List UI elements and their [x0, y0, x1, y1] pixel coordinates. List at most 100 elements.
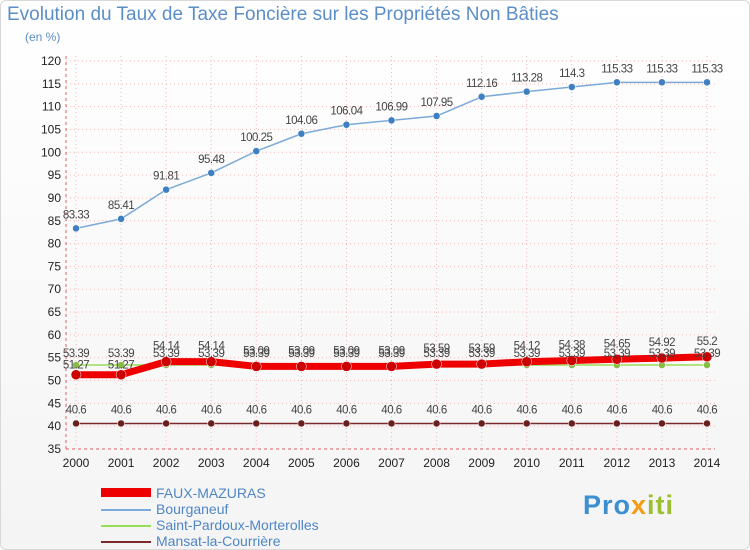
data-label-saint-pardoux-morterolles-2001: 53.39	[108, 348, 134, 360]
data-label-saint-pardoux-morterolles-2011: 53.39	[559, 348, 585, 360]
x-tick-label-2002: 2002	[153, 456, 180, 470]
data-point-bourganeuf-2006	[343, 121, 350, 128]
data-point-saint-pardoux-morterolles-2014	[704, 362, 711, 369]
data-point-bourganeuf-2002	[163, 186, 170, 193]
data-point-bourganeuf-2009	[478, 93, 485, 100]
y-tick-label-90: 90	[48, 191, 62, 205]
data-label-faux-mazuras-2014: 55.2	[697, 336, 717, 348]
x-tick-label-2009: 2009	[468, 456, 495, 470]
legend-label-mansat: Mansat-la-Courrière	[156, 533, 280, 549]
data-point-bourganeuf-2001	[118, 215, 125, 222]
x-tick-label-2006: 2006	[333, 456, 360, 470]
data-label-saint-pardoux-morterolles-2010: 53.39	[514, 348, 540, 360]
y-tick-label-40: 40	[48, 419, 62, 433]
data-label-mansat-la-courriere-2010: 40.6	[517, 404, 537, 416]
data-label-saint-pardoux-morterolles-2012: 53.39	[604, 348, 630, 360]
data-point-bourganeuf-2014	[704, 79, 711, 86]
data-label-bourganeuf-2003: 95.48	[198, 154, 224, 166]
y-tick-label-115: 115	[42, 77, 61, 91]
data-label-bourganeuf-2011: 114.3	[559, 68, 585, 80]
data-label-saint-pardoux-morterolles-2002: 53.39	[153, 348, 179, 360]
data-label-bourganeuf-2005: 104.06	[285, 115, 317, 127]
data-label-mansat-la-courriere-2006: 40.6	[336, 404, 356, 416]
data-point-faux-mazuras-2009	[477, 359, 487, 369]
data-label-faux-mazuras-2000: 51.27	[63, 360, 89, 372]
data-point-faux-mazuras-2008	[432, 359, 442, 369]
data-point-bourganeuf-2005	[298, 130, 305, 137]
data-label-faux-mazuras-2001: 51.27	[108, 360, 134, 372]
data-label-mansat-la-courriere-2003: 40.6	[201, 404, 221, 416]
y-tick-label-55: 55	[48, 351, 62, 365]
data-label-bourganeuf-2009: 112.16	[466, 78, 497, 90]
data-point-mansat-la-courriere-2000	[73, 420, 80, 427]
data-point-bourganeuf-2013	[658, 79, 665, 86]
data-label-saint-pardoux-morterolles-2000: 53.39	[63, 348, 89, 360]
chart-frame: Evolution du Taux de Taxe Foncière sur l…	[0, 0, 750, 550]
data-point-bourganeuf-2012	[613, 79, 620, 86]
data-label-bourganeuf-2002: 91.81	[153, 171, 179, 183]
x-tick-label-2007: 2007	[378, 456, 405, 470]
data-label-mansat-la-courriere-2009: 40.6	[471, 404, 491, 416]
data-point-faux-mazuras-2007	[387, 361, 397, 371]
data-label-mansat-la-courriere-2012: 40.6	[607, 404, 627, 416]
x-tick-label-2013: 2013	[649, 456, 676, 470]
y-tick-label-65: 65	[48, 305, 62, 319]
logo-part-2: x	[631, 490, 647, 520]
data-point-mansat-la-courriere-2003	[208, 420, 215, 427]
proxiti-logo: Proxiti	[583, 490, 674, 521]
data-point-bourganeuf-2004	[253, 148, 260, 155]
data-point-mansat-la-courriere-2004	[253, 420, 260, 427]
data-label-bourganeuf-2007: 106.99	[375, 101, 407, 113]
data-label-mansat-la-courriere-2011: 40.6	[562, 404, 582, 416]
gridlines	[66, 56, 715, 449]
y-tick-label-60: 60	[48, 328, 62, 342]
data-point-faux-mazuras-2005	[296, 361, 306, 371]
x-tick-label-2001: 2001	[108, 456, 135, 470]
y-tick-label-75: 75	[48, 259, 62, 273]
x-tick-label-2003: 2003	[198, 456, 225, 470]
data-label-bourganeuf-2000: 83.33	[63, 209, 89, 221]
data-point-mansat-la-courriere-2012	[613, 420, 620, 427]
legend-label-bourganeuf: Bourganeuf	[156, 501, 228, 517]
data-label-saint-pardoux-morterolles-2014: 53.39	[694, 348, 720, 360]
data-label-saint-pardoux-morterolles-2005: 53.39	[288, 348, 314, 360]
data-label-mansat-la-courriere-2004: 40.6	[246, 404, 266, 416]
data-point-bourganeuf-2003	[208, 169, 215, 176]
x-tick-label-2008: 2008	[423, 456, 450, 470]
data-point-mansat-la-courriere-2007	[388, 420, 395, 427]
data-point-mansat-la-courriere-2005	[298, 420, 305, 427]
y-tick-label-45: 45	[48, 396, 62, 410]
data-point-mansat-la-courriere-2010	[523, 420, 530, 427]
data-label-bourganeuf-2004: 100.25	[240, 132, 272, 144]
legend-swatch-mansat	[101, 541, 151, 543]
x-tick-label-2014: 2014	[694, 456, 721, 470]
logo-part-3: iti	[647, 490, 674, 520]
x-tick-label-2004: 2004	[243, 456, 270, 470]
data-label-mansat-la-courriere-2007: 40.6	[381, 404, 401, 416]
data-label-mansat-la-courriere-2005: 40.6	[291, 404, 311, 416]
data-point-bourganeuf-2010	[523, 88, 530, 95]
data-label-saint-pardoux-morterolles-2003: 53.39	[198, 348, 224, 360]
logo-part-1: Pro	[583, 490, 631, 520]
data-label-mansat-la-courriere-2008: 40.6	[426, 404, 446, 416]
data-label-bourganeuf-2013: 115.33	[646, 63, 677, 75]
y-tick-label-35: 35	[48, 442, 62, 456]
data-point-bourganeuf-2008	[433, 113, 440, 120]
data-point-mansat-la-courriere-2008	[433, 420, 440, 427]
data-point-mansat-la-courriere-2009	[478, 420, 485, 427]
data-label-mansat-la-courriere-2014: 40.6	[697, 404, 717, 416]
legend-label-faux-mazuras: FAUX-MAZURAS	[156, 485, 266, 501]
y-tick-label-50: 50	[48, 374, 62, 388]
data-point-faux-mazuras-2004	[251, 361, 261, 371]
y-tick-label-80: 80	[48, 237, 62, 251]
data-point-mansat-la-courriere-2014	[704, 420, 711, 427]
data-label-bourganeuf-2001: 85.41	[108, 200, 134, 212]
data-point-bourganeuf-2011	[568, 84, 575, 91]
data-label-mansat-la-courriere-2001: 40.6	[111, 404, 131, 416]
data-label-bourganeuf-2010: 113.28	[511, 73, 542, 85]
data-label-saint-pardoux-morterolles-2013: 53.39	[649, 348, 675, 360]
y-tick-label-105: 105	[41, 122, 61, 136]
x-tick-label-2011: 2011	[559, 456, 585, 470]
data-label-saint-pardoux-morterolles-2006: 53.39	[333, 348, 359, 360]
data-label-bourganeuf-2006: 106.04	[330, 106, 363, 118]
